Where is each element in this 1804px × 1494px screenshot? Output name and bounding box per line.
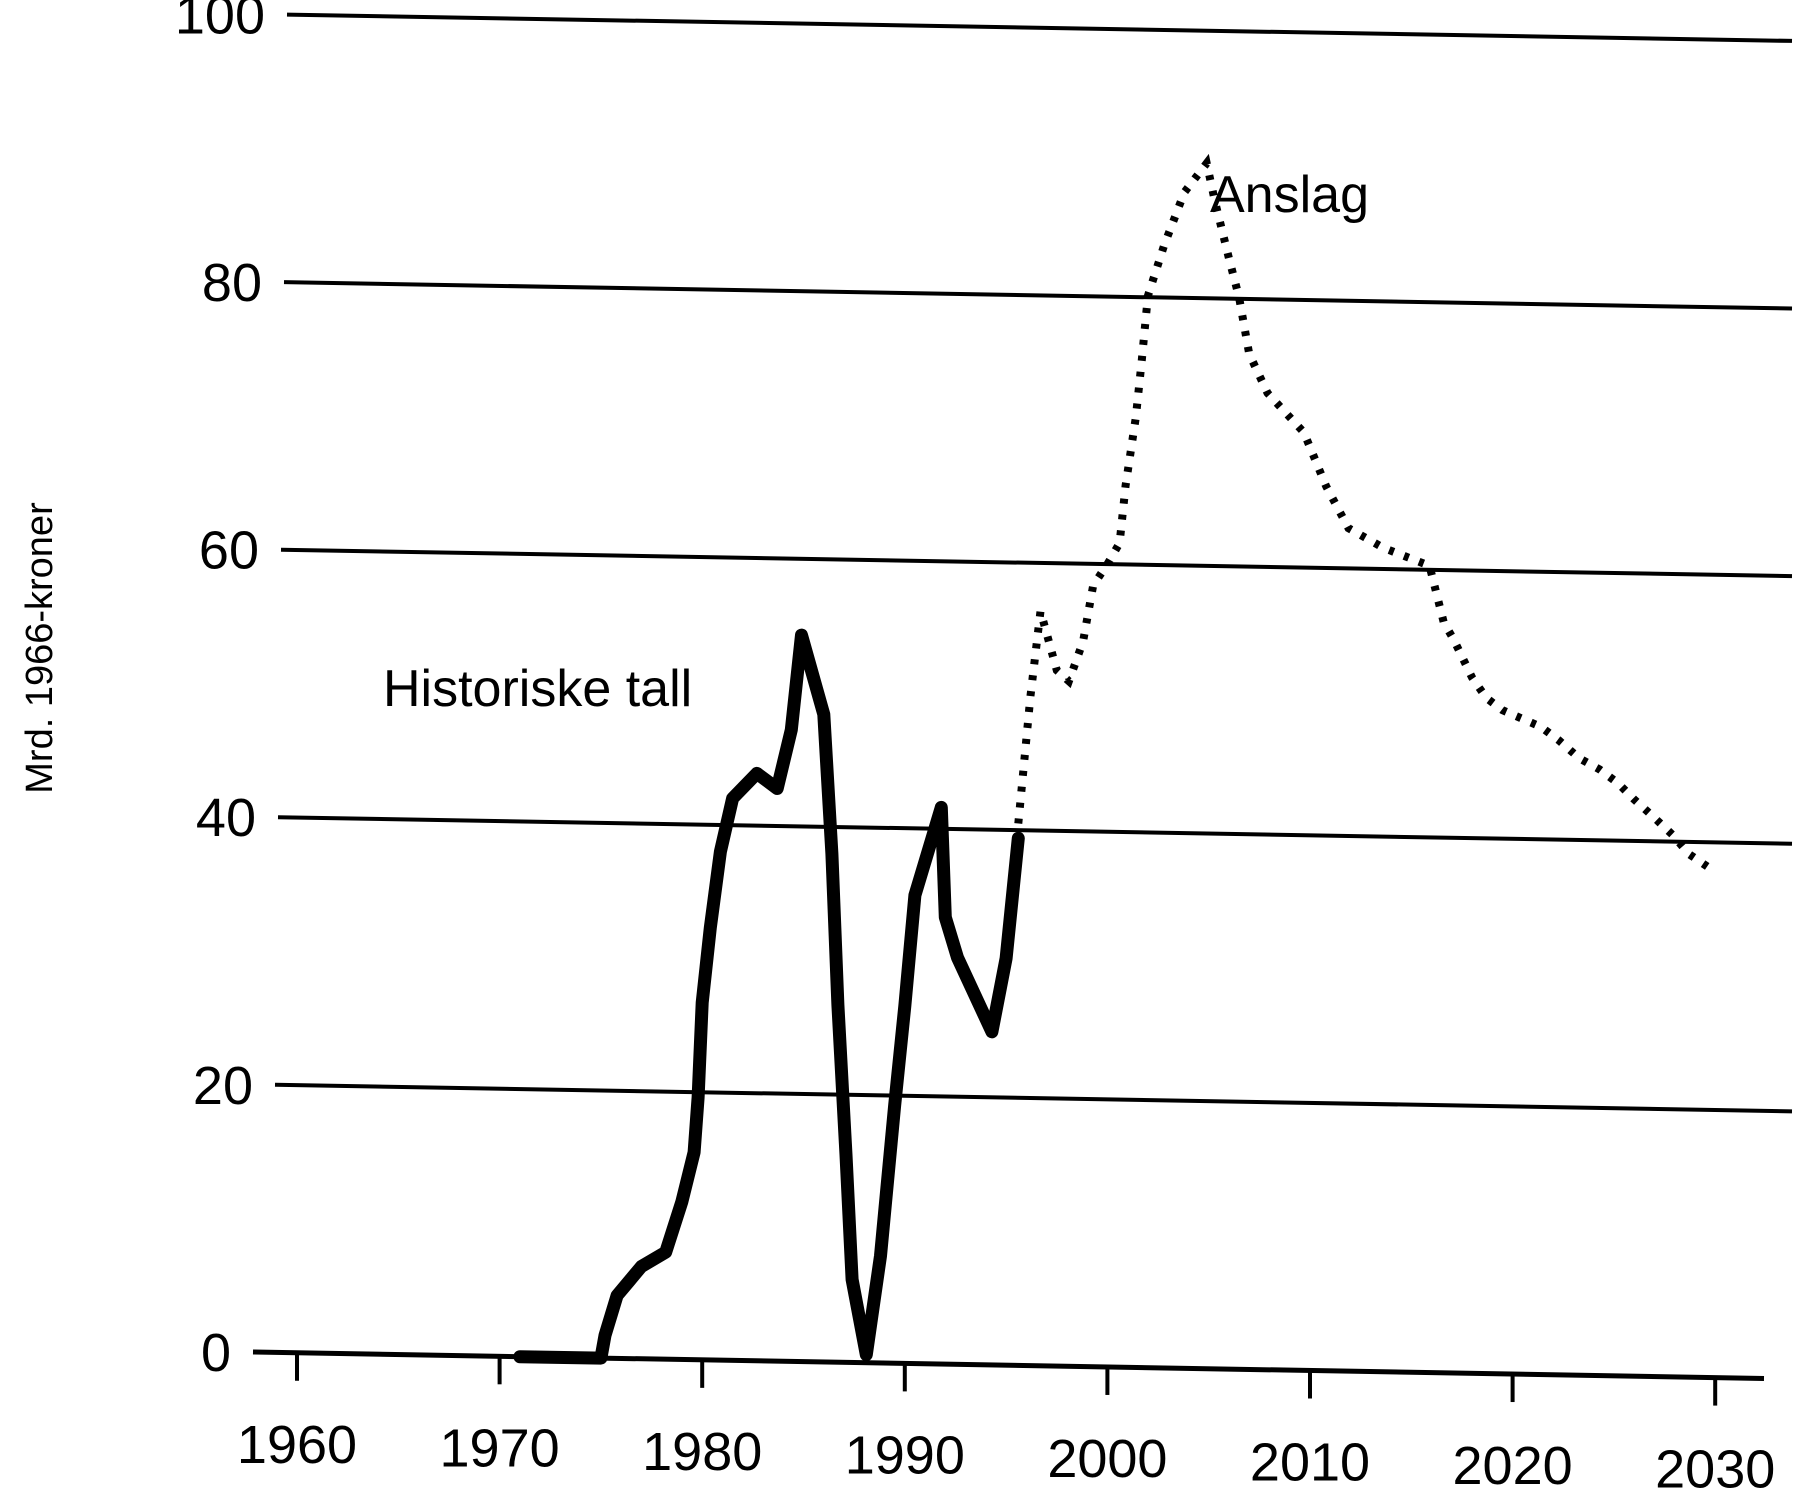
gridline-40 [277, 815, 1793, 846]
y-tick-label: 100 [175, 0, 265, 46]
gridline-20 [274, 1082, 1793, 1114]
gridline-80 [283, 280, 1793, 311]
y-tick-label: 20 [193, 1056, 253, 1116]
forecast-series-line [1014, 153, 1714, 873]
x-axis: 1960 1970 1980 1990 2000 2010 2020 2030 [237, 1352, 1775, 1494]
x-tick-label: 1990 [845, 1425, 965, 1485]
x-tick-label: 2000 [1047, 1429, 1167, 1489]
x-tick-label: 2030 [1655, 1440, 1775, 1494]
y-tick-label: 60 [199, 521, 259, 581]
y-axis-label: Mrd. 1966-kroner [19, 502, 61, 794]
gridline-100 [286, 12, 1793, 43]
x-axis-line [252, 1349, 1765, 1381]
y-tick-label: 0 [201, 1323, 231, 1383]
y-tick-label: 40 [196, 788, 256, 848]
x-tick-label: 1970 [440, 1418, 560, 1478]
y-tick-label: 80 [202, 253, 262, 313]
y-axis-tick-labels: 0 20 40 60 80 100 [175, 0, 265, 1383]
gridline-60 [280, 547, 1793, 579]
forecast-label: Anslag [1210, 166, 1369, 224]
x-tick-label: 1960 [237, 1415, 357, 1475]
historical-label: Historiske tall [383, 660, 692, 718]
historical-series-line [513, 628, 1025, 1365]
x-tick-label: 1980 [642, 1422, 762, 1482]
x-tick-label: 2010 [1250, 1432, 1370, 1492]
gridlines [252, 12, 1793, 1381]
x-tick-label: 2020 [1453, 1436, 1573, 1494]
